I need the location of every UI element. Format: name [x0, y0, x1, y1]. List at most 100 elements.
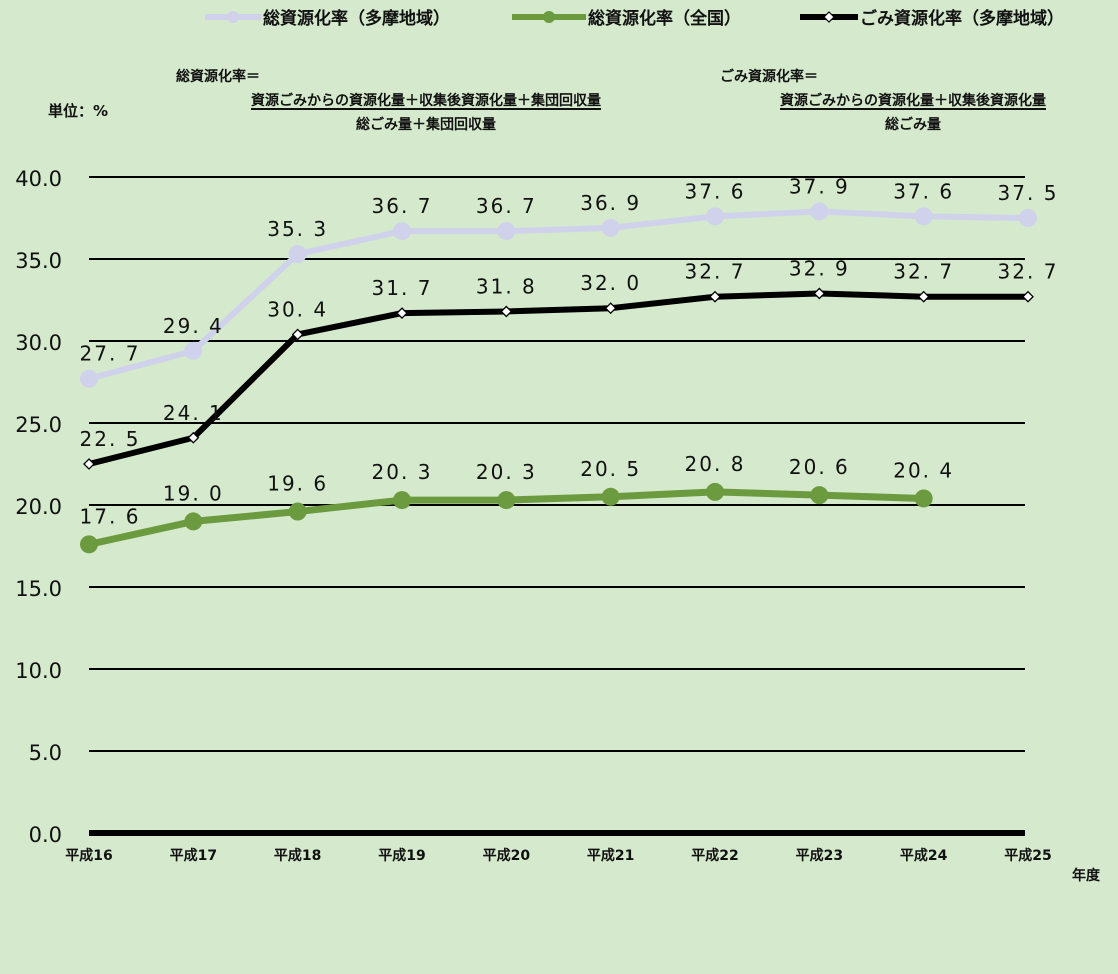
- data-label: 20. 5: [580, 457, 641, 481]
- data-label: 31. 8: [476, 274, 537, 298]
- data-point: [709, 290, 721, 303]
- data-point: [184, 512, 203, 531]
- data-point: [184, 341, 203, 360]
- data-label: 30. 4: [267, 297, 328, 321]
- data-point: [917, 290, 930, 303]
- data-label: 20. 3: [476, 460, 537, 484]
- data-label: 32. 7: [685, 260, 746, 284]
- y-tick-label: 40.0: [15, 167, 62, 191]
- data-point: [601, 487, 620, 506]
- y-tick-label: 0.0: [29, 823, 62, 847]
- x-tick-label: 平成17: [170, 847, 217, 864]
- data-label: 20. 6: [789, 455, 850, 479]
- y-tick-label: 20.0: [15, 495, 62, 519]
- data-point: [393, 222, 411, 241]
- data-point: [83, 458, 95, 470]
- data-label: 35. 3: [267, 217, 328, 241]
- data-point: [288, 245, 307, 264]
- y-tick-label: 5.0: [29, 741, 62, 765]
- x-tick-label: 平成25: [1004, 847, 1051, 864]
- formula-total-title: 総資源化率＝: [176, 69, 260, 85]
- legend-label-total-national: 総資源化率（全国）: [588, 9, 741, 29]
- data-label: 32. 7: [998, 260, 1059, 284]
- x-tick-label: 平成18: [274, 847, 321, 864]
- data-point: [810, 486, 829, 505]
- data-label: 27. 7: [80, 342, 141, 366]
- data-label: 24. 1: [163, 401, 224, 425]
- formula-garbage-numerator: 資源ごみからの資源化量＋収集後資源化量: [780, 93, 1046, 109]
- legend-item-total-tama: 総資源化率（多摩地域）: [205, 4, 450, 29]
- formula-garbage-denominator: 総ごみ量: [885, 117, 941, 133]
- data-point: [396, 307, 408, 320]
- legend-label-garbage-tama: ごみ資源化率（多摩地域）: [860, 9, 1064, 29]
- series-line: [86, 290, 1031, 467]
- data-label: 37. 9: [789, 174, 850, 198]
- data-point: [706, 482, 724, 501]
- data-point: [497, 222, 516, 241]
- data-point: [914, 489, 933, 508]
- data-point: [813, 287, 826, 300]
- data-point: [914, 207, 933, 226]
- legend-swatch-total-tama: [205, 10, 261, 23]
- data-label: 32. 0: [580, 271, 641, 295]
- data-label: 31. 7: [372, 276, 433, 300]
- formula-garbage-title: ごみ資源化率＝: [720, 69, 818, 85]
- series-line: [86, 208, 1031, 382]
- x-tick-label: 平成16: [65, 847, 112, 864]
- data-point: [80, 369, 98, 388]
- data-point: [80, 535, 98, 554]
- x-tick-label: 平成22: [691, 847, 738, 864]
- data-label: 20. 8: [685, 452, 746, 476]
- legend-item-total-national: 総資源化率（全国）: [512, 4, 741, 29]
- data-label: 29. 4: [163, 314, 224, 338]
- data-point: [706, 207, 724, 226]
- x-tick-label: 平成21: [587, 847, 634, 864]
- x-tick-label: 平成24: [900, 847, 948, 864]
- y-tick-label: 10.0: [15, 659, 62, 683]
- data-point: [1022, 290, 1034, 303]
- data-label: 36. 9: [580, 191, 641, 215]
- data-point: [810, 202, 829, 221]
- formula-total: 総資源化率＝ 資源ごみからの資源化量＋収集後資源化量＋集団回収量 総ごみ量＋集団…: [176, 66, 676, 134]
- data-label: 37. 6: [685, 179, 746, 203]
- data-label: 37. 5: [998, 181, 1059, 205]
- data-label: 22. 5: [80, 427, 141, 451]
- data-label: 32. 9: [789, 256, 850, 280]
- data-label: 17. 6: [80, 504, 141, 528]
- data-point: [601, 218, 620, 237]
- formula-total-denominator: 総ごみ量＋集団回収量: [356, 117, 496, 133]
- data-label: 37. 6: [893, 179, 954, 203]
- data-point: [187, 431, 200, 444]
- data-label: 20. 3: [372, 460, 433, 484]
- x-axis-unit-label: 年度: [1072, 867, 1101, 884]
- data-label: 19. 6: [267, 472, 328, 496]
- data-point: [393, 491, 411, 510]
- formula-total-numerator: 資源ごみからの資源化量＋収集後資源化量＋集団回収量: [251, 93, 601, 109]
- x-tick-label: 平成19: [378, 847, 425, 864]
- data-point: [500, 305, 513, 318]
- data-label: 20. 4: [893, 458, 954, 482]
- data-label: 36. 7: [476, 194, 537, 218]
- y-tick-label: 25.0: [15, 413, 62, 437]
- legend-swatch-garbage-tama: [800, 10, 858, 23]
- data-point: [604, 302, 617, 315]
- y-tick-label: 35.0: [15, 249, 62, 273]
- y-tick-label: 15.0: [15, 577, 62, 601]
- legend-label-total-tama: 総資源化率（多摩地域）: [263, 9, 450, 29]
- data-label: 19. 0: [163, 481, 224, 505]
- legend-swatch-total-national: [512, 10, 586, 23]
- data-label: 32. 7: [893, 260, 954, 284]
- x-tick-label: 平成23: [796, 847, 843, 864]
- data-point: [291, 328, 304, 341]
- data-label: 36. 7: [372, 194, 433, 218]
- data-point: [497, 491, 516, 510]
- formula-garbage: ごみ資源化率＝ 資源ごみからの資源化量＋収集後資源化量 総ごみ量: [720, 66, 1106, 134]
- unit-label: 単位：%: [48, 102, 109, 120]
- legend-item-garbage-tama: ごみ資源化率（多摩地域）: [800, 4, 1064, 29]
- data-point: [1019, 209, 1037, 227]
- x-tick-label: 平成20: [483, 847, 531, 864]
- y-tick-label: 30.0: [15, 331, 62, 355]
- data-point: [288, 502, 307, 521]
